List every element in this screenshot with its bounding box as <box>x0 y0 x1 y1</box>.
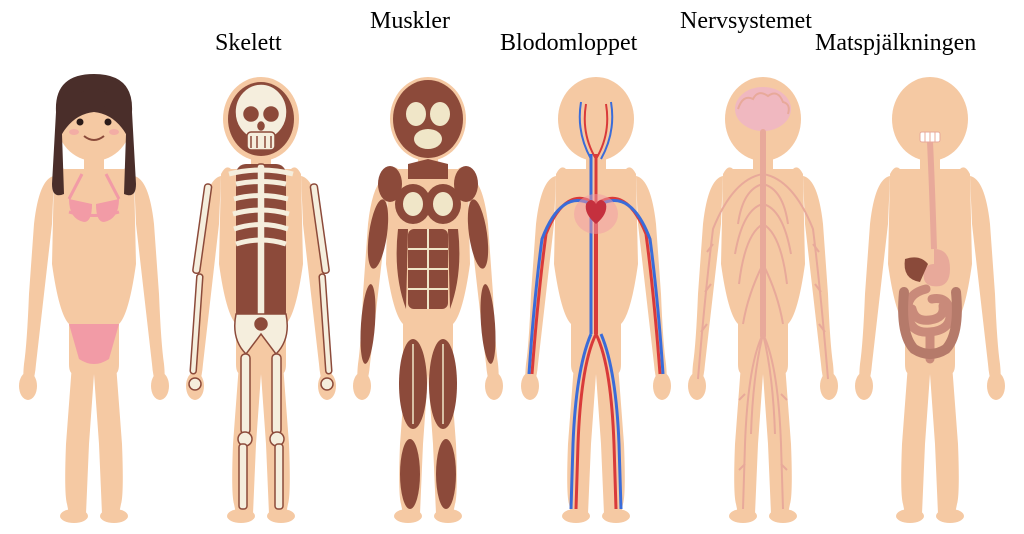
digestive-icon <box>850 64 1010 524</box>
label-circulatory: Blodomloppet <box>500 30 637 57</box>
figure-digestive <box>850 64 1010 524</box>
figure-row <box>0 0 1024 534</box>
figure-nervous <box>683 64 843 524</box>
circulatory-icon <box>516 64 676 524</box>
muscles-icon <box>348 64 508 524</box>
nervous-icon <box>683 64 843 524</box>
figure-muscles <box>348 64 508 524</box>
skeleton-icon <box>181 64 341 524</box>
body-icon <box>14 64 174 524</box>
label-skeleton: Skelett <box>215 30 282 57</box>
figure-skeleton <box>181 64 341 524</box>
figure-circulatory <box>516 64 676 524</box>
label-muscles: Muskler <box>370 8 450 35</box>
label-digestive: Matspjälkningen <box>815 30 976 57</box>
label-nervous: Nervsystemet <box>680 8 812 35</box>
figure-body <box>14 64 174 524</box>
